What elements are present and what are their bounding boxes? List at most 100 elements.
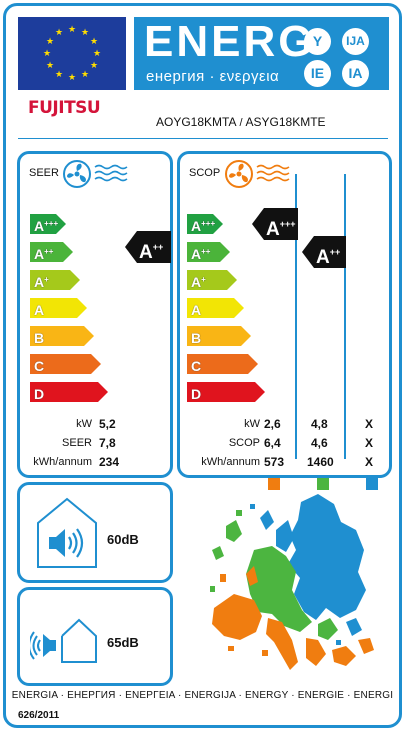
seer-class-label: C (34, 358, 45, 374)
outdoor-noise-panel: 65dB (17, 587, 173, 686)
energy-banner: ENERG енергия · ενεργεια Y IJA IE IA (134, 17, 389, 90)
average-zone-square (317, 478, 329, 490)
svg-text:★: ★ (81, 70, 89, 80)
scop-rating-label-warm: A+++ (266, 219, 296, 240)
seer-value-seer: 7,8 (99, 436, 116, 450)
seer-value-kwh: 234 (99, 455, 120, 469)
energy-label: ★ ★ ★ ★ ★ ★ ★ ★ ★ ★ ★ ★ ENERG енергия · … (3, 3, 402, 728)
scop-value-kw-warm: 2,6 (264, 417, 281, 431)
scop-key-kw: kW (244, 418, 260, 430)
svg-text:★: ★ (90, 37, 98, 47)
outdoor-speaker-icon (28, 600, 100, 675)
scop-class-arrow: A+ (187, 270, 237, 290)
scop-value-kw-average: 4,8 (311, 417, 328, 431)
scop-class-label: C (191, 358, 202, 374)
scop-value-scop-average: 4,6 (311, 436, 328, 450)
outdoor-noise-value: 65dB (107, 635, 139, 650)
heating-fan-icon (224, 159, 296, 194)
seer-value-kw: 5,2 (99, 417, 116, 431)
warm-zone-square (268, 478, 280, 490)
seer-key-kw: kW (76, 418, 92, 430)
scop-value-scop-warm: 6,4 (264, 436, 281, 450)
scop-value-scop-cold: X (365, 436, 374, 450)
scop-class-arrow: B (187, 326, 251, 346)
seer-class-label: A (34, 302, 45, 318)
scop-value-kw-cold: X (365, 417, 374, 431)
energ-word: ENERG (144, 17, 316, 66)
scop-value-kwh-average: 1460 (307, 455, 334, 469)
seer-class-arrow: A+ (30, 270, 80, 290)
energ-subtitle: енергия · ενεργεια (146, 68, 280, 85)
svg-text:★: ★ (55, 70, 63, 80)
zone-separator (295, 174, 297, 459)
scop-rating-label-average: A++ (316, 247, 341, 268)
scop-key-scop: SCOP (228, 437, 260, 449)
scop-class-label: D (191, 386, 202, 402)
svg-text:★: ★ (43, 49, 51, 59)
eu-flag-icon: ★ ★ ★ ★ ★ ★ ★ ★ ★ ★ ★ ★ (18, 17, 126, 90)
lang-badge-ija: IJA (342, 28, 369, 55)
divider (18, 138, 388, 139)
seer-class-arrow: C (30, 354, 101, 374)
seer-key-seer: SEER (62, 437, 92, 449)
seer-class-arrow: A++ (30, 242, 73, 262)
svg-text:★: ★ (46, 61, 54, 71)
model-numbers: AOYG18KMTA / ASYG18KMTE (156, 115, 326, 129)
scop-class-arrow: A+++ (187, 214, 223, 234)
footer-languages: ENERGIA · ЕНЕРГИЯ · ΕΝΕΡΓΕΙΑ · ENERGIJA … (11, 690, 394, 701)
scop-class-label: A+++ (191, 218, 216, 234)
svg-text:★: ★ (68, 73, 76, 83)
svg-text:★: ★ (90, 61, 98, 71)
scop-class-label: A (191, 302, 202, 318)
scop-class-arrow: A++ (187, 242, 230, 262)
seer-class-arrow: B (30, 326, 94, 346)
lang-badge-ia: IA (342, 60, 369, 87)
cooling-fan-icon (62, 159, 134, 194)
seer-class-label: A++ (34, 246, 54, 262)
scop-class-label: A+ (191, 274, 206, 290)
seer-class-label: A+++ (34, 218, 59, 234)
header: ★ ★ ★ ★ ★ ★ ★ ★ ★ ★ ★ ★ ENERG енергия · … (6, 6, 399, 90)
scop-panel: SCOP A+++ A++ A+ A B C D A+++ A++ (177, 151, 392, 490)
seer-class-label: D (34, 386, 45, 402)
indoor-speaker-icon (36, 497, 98, 574)
seer-class-arrow: A (30, 298, 87, 318)
seer-class-arrow: D (30, 382, 108, 402)
scop-value-kwh-warm: 573 (264, 455, 285, 469)
cold-zone-square (366, 478, 378, 490)
outdoor-model: AOYG18KMTA (156, 115, 237, 129)
svg-text:★: ★ (55, 28, 63, 38)
zone-separator (344, 174, 346, 459)
scop-class-arrow: A (187, 298, 244, 318)
seer-key-kwh: kWh/annum (33, 456, 92, 468)
scop-class-label: A++ (191, 246, 211, 262)
seer-class-label: A+ (34, 274, 49, 290)
svg-text:★: ★ (46, 37, 54, 47)
seer-panel: SEER A+++ A++ A+ A B C D A++ kW 5,2 (17, 151, 173, 478)
manufacturer-logo: FUJITSU (28, 98, 101, 118)
scop-rating-indicator-average: A++ (302, 236, 346, 268)
scop-class-label: B (191, 330, 202, 346)
indoor-noise-panel: 60dB (17, 482, 173, 583)
indoor-model: ASYG18KMTE (245, 115, 326, 129)
seer-class-label: B (34, 330, 45, 346)
scop-title: SCOP (189, 167, 221, 179)
scop-value-kwh-cold: X (365, 455, 374, 469)
svg-text:★: ★ (93, 49, 101, 59)
seer-rating-label: A++ (139, 242, 164, 263)
svg-text:★: ★ (81, 28, 89, 38)
lang-badge-y: Y (304, 28, 331, 55)
scop-rating-indicator-warm: A+++ (252, 208, 298, 240)
scop-class-arrow: D (187, 382, 265, 402)
model-separator: / (239, 117, 243, 129)
lang-badge-ie: IE (304, 60, 331, 87)
indoor-noise-value: 60dB (107, 532, 139, 547)
seer-rating-indicator: A++ (125, 231, 171, 263)
svg-text:★: ★ (68, 25, 76, 35)
seer-class-arrow: A+++ (30, 214, 66, 234)
seer-title: SEER (29, 167, 59, 179)
europe-climate-zones-map-icon (206, 490, 376, 680)
scop-key-kwh: kWh/annum (201, 456, 260, 468)
regulation-number: 626/2011 (18, 710, 60, 721)
scop-class-arrow: C (187, 354, 258, 374)
